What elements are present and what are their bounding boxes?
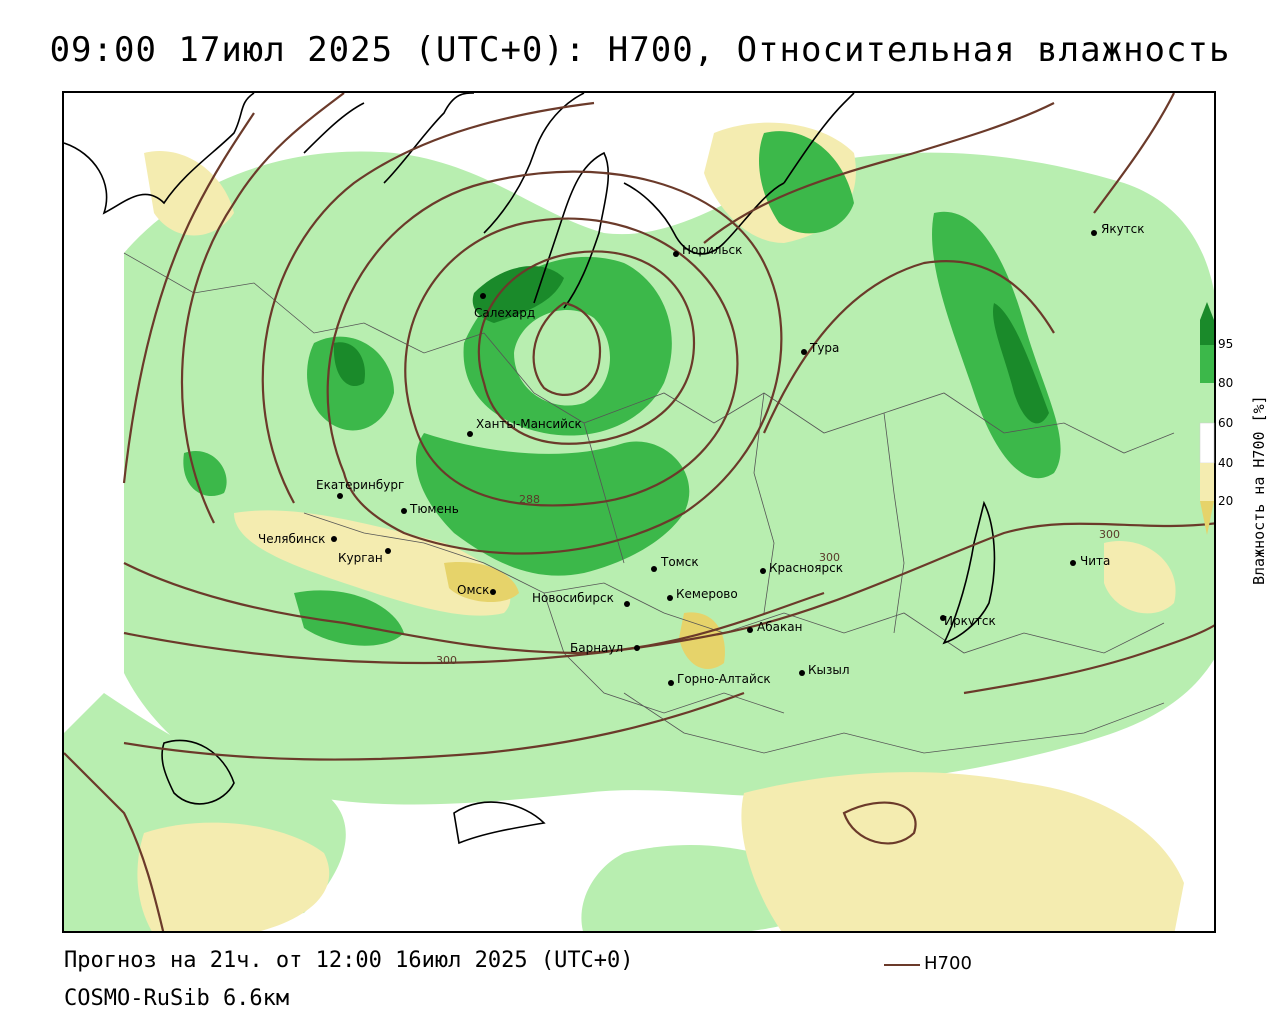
contour-label: 300: [436, 654, 457, 667]
city-label: Тура: [809, 341, 839, 355]
legend-tick: 95: [1218, 337, 1233, 351]
city-label: Иркутск: [944, 614, 996, 628]
city-label: Норильск: [682, 243, 742, 257]
city-label: Абакан: [757, 620, 802, 634]
city-marker: [401, 508, 407, 514]
contour-labels: 288 300 300 300: [436, 493, 1120, 667]
city-marker: [747, 627, 753, 633]
city-marker: [1070, 560, 1076, 566]
city-marker: [467, 431, 473, 437]
contour-key: H700: [884, 952, 1004, 976]
city-label: Кызыл: [808, 663, 850, 677]
city-label: Салехард: [474, 306, 535, 320]
city-marker: [385, 548, 391, 554]
city-label: Ханты-Мансийск: [476, 417, 582, 431]
humidity-area-high: [294, 590, 404, 646]
legend-swatch-bottom: [1200, 501, 1214, 535]
city-marker: [480, 293, 486, 299]
city-marker: [668, 680, 674, 686]
humidity-area-very-high: [993, 303, 1049, 424]
legend-swatch-low: [1199, 422, 1215, 464]
city-label: Якутск: [1101, 222, 1145, 236]
humidity-legend: 95 80 60 40 20: [1199, 302, 1233, 535]
city-marker: [490, 589, 496, 595]
city-label: Курган: [338, 551, 383, 565]
contour-label: 300: [1099, 528, 1120, 541]
city-label: Красноярск: [769, 561, 843, 575]
humidity-area-dry: [741, 772, 1184, 931]
contour-label: 288: [519, 493, 540, 506]
city-label: Екатеринбург: [316, 478, 404, 492]
humidity-area-high: [759, 131, 854, 234]
city-label: Кемерово: [676, 587, 738, 601]
weather-map: 288 300 300 300 Якутск Норильск Салехард…: [62, 91, 1216, 933]
humidity-area-high: [183, 451, 227, 497]
humidity-area-dry: [144, 151, 234, 236]
humidity-area-dry: [1104, 541, 1176, 614]
city-marker: [667, 595, 673, 601]
contour-key-label: H700: [924, 953, 972, 974]
legend-tick: 80: [1218, 376, 1233, 390]
city-marker: [673, 251, 679, 257]
city-marker: [331, 536, 337, 542]
city-label: Тюмень: [409, 502, 459, 516]
h700-contours: [64, 93, 1214, 931]
city-marker: [801, 349, 807, 355]
city-marker: [940, 615, 946, 621]
contour-label: 300: [819, 551, 840, 564]
city-marker: [760, 568, 766, 574]
legend-swatch-mid: [1200, 383, 1214, 423]
humidity-area-dry: [444, 562, 519, 603]
city-label: Барнаул: [570, 641, 623, 655]
humidity-area-dry: [234, 510, 511, 616]
city-label: Новосибирск: [532, 591, 614, 605]
legend-tick: 40: [1218, 456, 1233, 470]
legend-swatch-top: [1200, 302, 1214, 320]
cities: Якутск Норильск Салехард Тура Ханты-Манс…: [258, 222, 1145, 686]
city-label: Чита: [1080, 554, 1110, 568]
city-label: Томск: [660, 555, 699, 569]
coastlines: [64, 93, 996, 845]
svg-text:Влажность на H700 [%]: Влажность на H700 [%]: [1250, 395, 1268, 585]
city-marker: [624, 601, 630, 607]
city-label: Омск: [457, 583, 489, 597]
legend-tick: 20: [1218, 494, 1233, 508]
model-name: COSMO-RuSib 6.6км: [64, 986, 290, 1011]
city-label: Горно-Алтайск: [677, 672, 771, 686]
legend-swatch-very-high: [1200, 320, 1214, 345]
legend-swatch-high: [1200, 345, 1214, 383]
city-marker: [1091, 230, 1097, 236]
map-title: 09:00 17июл 2025 (UTC+0): H700, Относите…: [49, 30, 1231, 70]
legend-swatch-dry: [1200, 463, 1214, 501]
humidity-area-very-high: [333, 342, 365, 387]
city-label: Челябинск: [258, 532, 325, 546]
legend-title: Влажность на H700 [%]: [1250, 395, 1268, 585]
city-marker: [651, 566, 657, 572]
contour-key-line: [884, 964, 920, 966]
city-marker: [634, 645, 640, 651]
city-marker: [337, 493, 343, 499]
city-marker: [799, 670, 805, 676]
humidity-area-dry: [679, 612, 725, 669]
forecast-info: Прогноз на 21ч. от 12:00 16июл 2025 (UTC…: [64, 948, 634, 973]
legend-tick: 60: [1218, 416, 1233, 430]
humidity-area-dry: [137, 822, 330, 931]
